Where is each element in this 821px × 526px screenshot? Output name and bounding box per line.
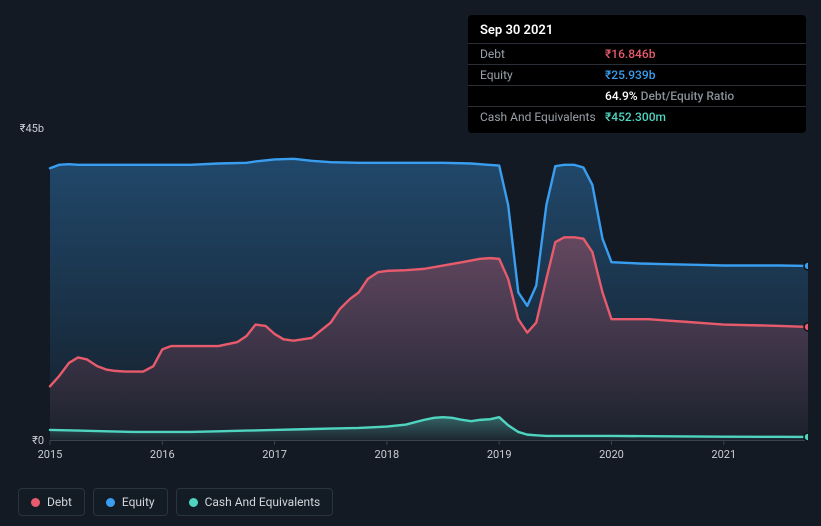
legend-dot-icon	[31, 498, 40, 507]
tooltip-date: Sep 30 2021	[468, 21, 806, 43]
chart-tooltip: Sep 30 2021 Debt₹16.846bEquity₹25.939b64…	[468, 15, 806, 133]
chart-svg: ₹45b ₹02015 2016 2017 2018 2019 2020 2021	[18, 120, 808, 480]
svg-text:2015: 2015	[38, 448, 63, 461]
svg-text:₹0: ₹0	[32, 434, 44, 447]
legend-label: Equity	[122, 495, 155, 509]
svg-text:2018: 2018	[375, 448, 400, 461]
tooltip-row: Equity₹25.939b	[468, 64, 806, 85]
legend-dot-icon	[106, 498, 115, 507]
tooltip-label: Equity	[480, 68, 605, 82]
svg-text:2017: 2017	[262, 448, 287, 461]
chart-legend: Debt Equity Cash And Equivalents	[18, 488, 333, 516]
tooltip-value: ₹25.939b	[605, 68, 655, 82]
tooltip-label: Debt	[480, 47, 605, 61]
legend-item-equity[interactable]: Equity	[93, 488, 168, 516]
svg-text:2020: 2020	[599, 448, 624, 461]
legend-label: Cash And Equivalents	[205, 495, 321, 509]
legend-item-cash[interactable]: Cash And Equivalents	[176, 488, 334, 516]
svg-text:2016: 2016	[150, 448, 175, 461]
debt-equity-chart: ₹45b ₹02015 2016 2017 2018 2019 2020 2021	[18, 120, 808, 510]
tooltip-value: 64.9% Debt/Equity Ratio	[605, 89, 734, 103]
svg-text:2019: 2019	[487, 448, 512, 461]
legend-item-debt[interactable]: Debt	[18, 488, 85, 516]
tooltip-value: ₹16.846b	[605, 47, 655, 61]
tooltip-label	[480, 89, 605, 103]
svg-text:₹45b: ₹45b	[20, 122, 44, 135]
svg-text:2021: 2021	[711, 448, 736, 461]
tooltip-row: Debt₹16.846b	[468, 43, 806, 64]
tooltip-row: 64.9% Debt/Equity Ratio	[468, 85, 806, 106]
legend-dot-icon	[189, 498, 198, 507]
legend-label: Debt	[47, 495, 72, 509]
